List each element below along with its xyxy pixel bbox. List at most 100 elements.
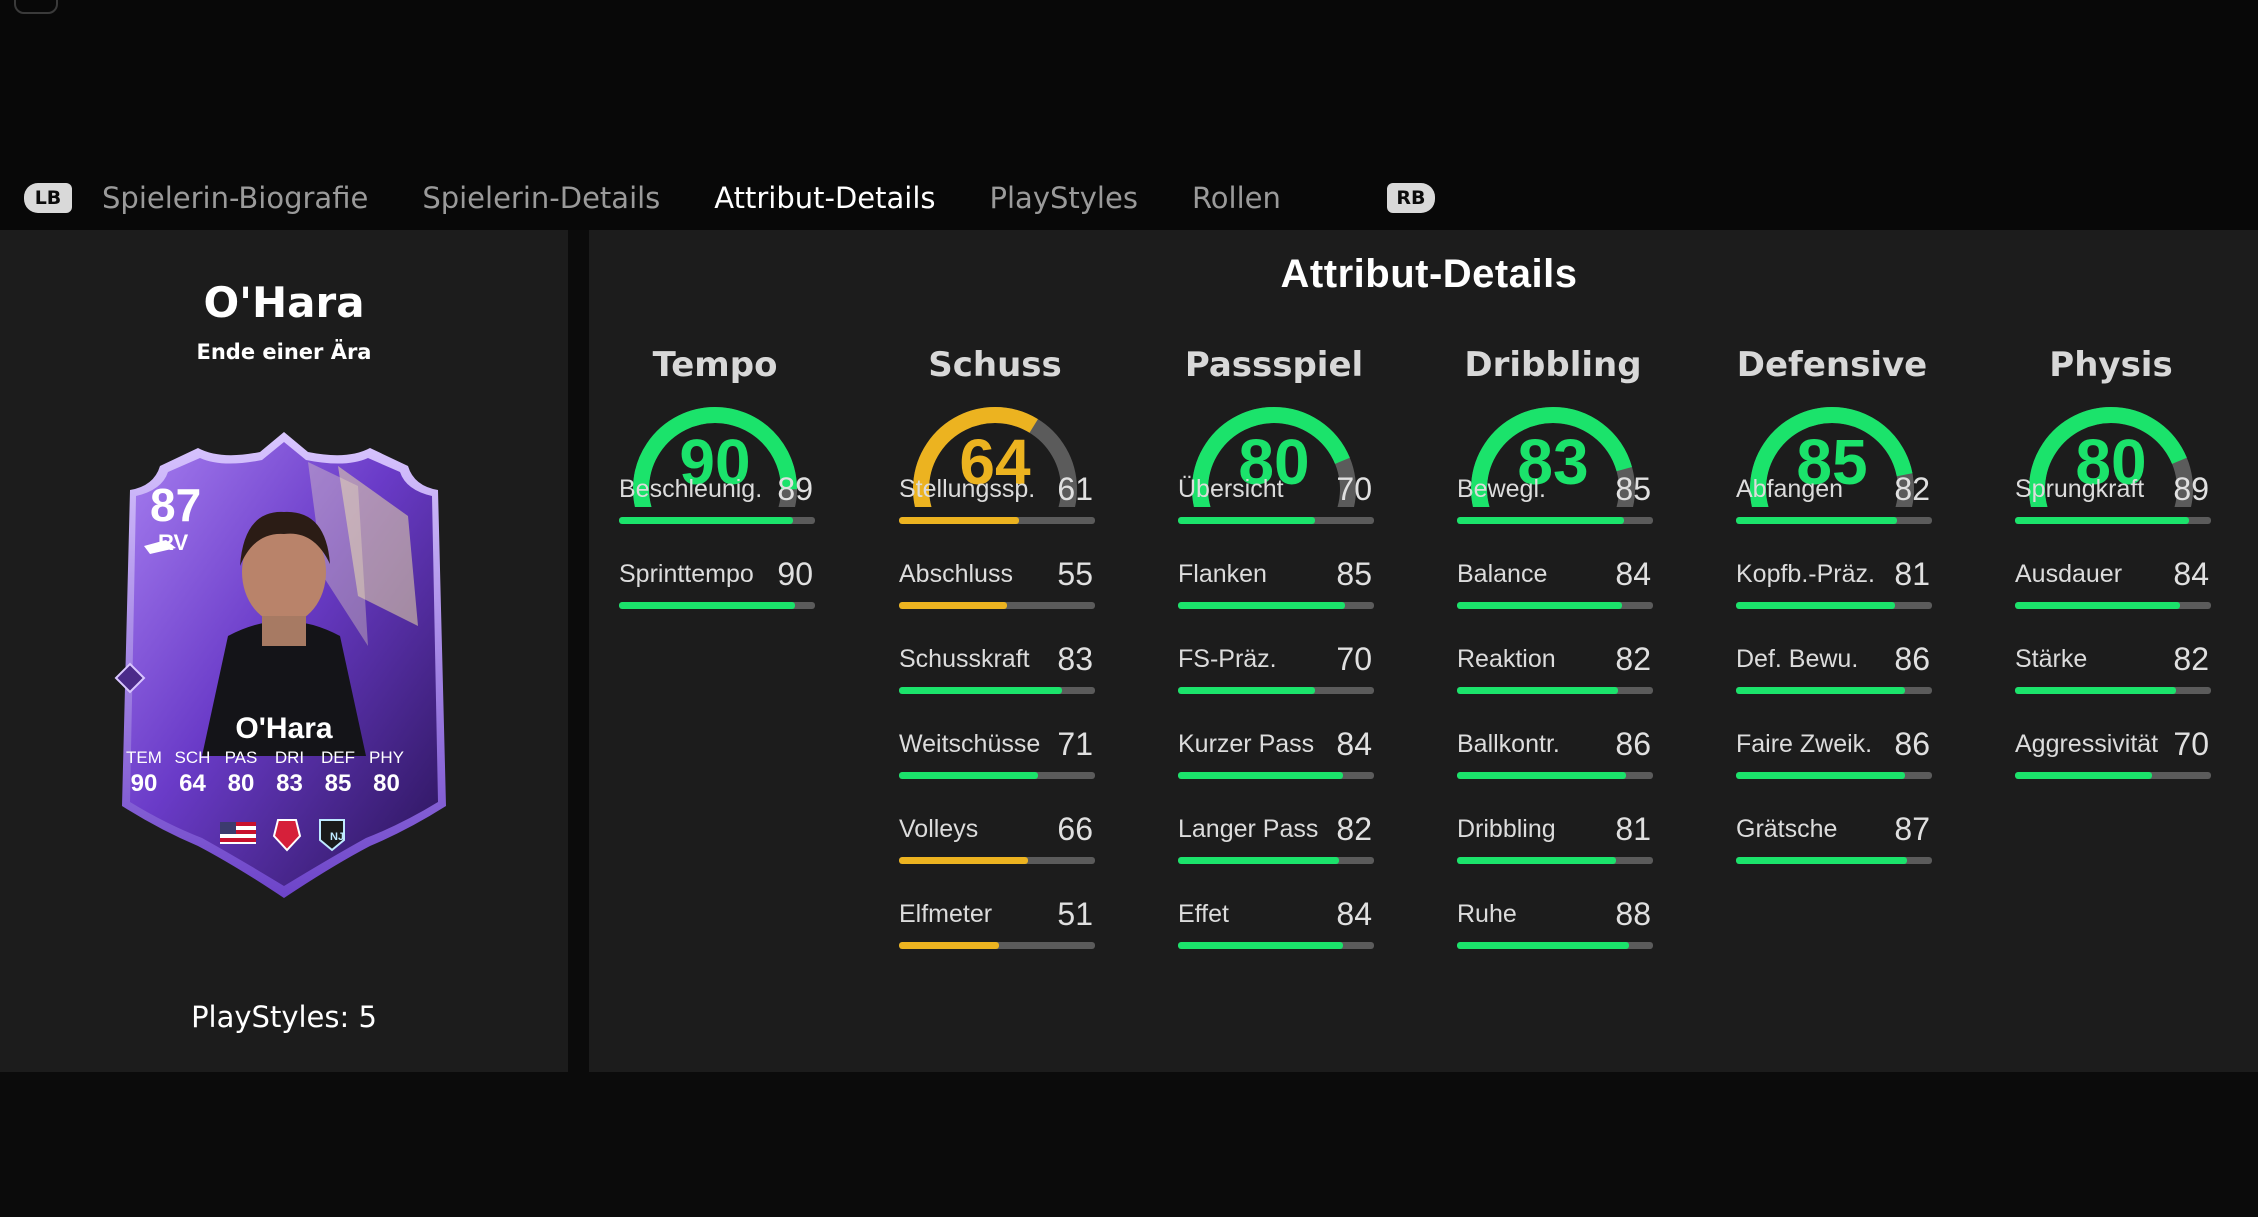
stat-bar-fill: [1736, 857, 1907, 864]
stat-bar-track: [1178, 772, 1374, 779]
stat-bar-fill: [2015, 602, 2180, 609]
stat-name: Elfmeter: [899, 900, 993, 928]
category-name: Physis: [2049, 345, 2173, 385]
stat-value: 82: [1336, 811, 1372, 847]
stat-name: Faire Zweik.: [1736, 730, 1873, 758]
stat-row: Stärke 82: [2015, 641, 2211, 705]
card-stat-value: 83: [276, 770, 303, 797]
stat-bar-fill: [899, 687, 1062, 694]
league-diamond-icon: [114, 662, 146, 694]
stat-row: Dribbling 81: [1457, 811, 1653, 875]
top-bar: LB Spielerin-Biografie Spielerin-Details…: [0, 0, 2258, 230]
stat-value: 82: [2173, 641, 2209, 677]
tab-spielerin-biografie[interactable]: Spielerin-Biografie: [102, 181, 369, 215]
player-panel: O'Hara Ende einer Ära: [0, 230, 568, 1072]
stat-row: Reaktion 82: [1457, 641, 1653, 705]
stat-name: FS-Präz.: [1178, 645, 1277, 673]
stat-name: Ballkontr.: [1457, 730, 1560, 758]
category-value: 80: [2075, 426, 2147, 498]
stat-name: Stellungssp.: [899, 475, 1036, 503]
category-name: Defensive: [1736, 345, 1928, 385]
player-card[interactable]: 87 RV O'Hara NJ TEM SCH PAS DRI DEF PHY 90 64 8…: [108, 426, 460, 906]
category-name: Tempo: [652, 345, 778, 385]
stat-row: Effet 84: [1178, 896, 1374, 960]
club-badge-icon: [319, 819, 345, 852]
stat-bar-track: [2015, 687, 2211, 694]
stat-name: Beschleunig.: [619, 475, 763, 503]
stat-row: Elfmeter 51: [899, 896, 1095, 960]
category-gauge: [1192, 407, 1356, 507]
player-silhouette: [202, 621, 366, 756]
stat-name: Def. Bewu.: [1736, 645, 1859, 673]
card-stat-label: PAS: [224, 748, 258, 767]
stat-row: Sprinttempo 90: [619, 556, 815, 620]
stat-value: 84: [1336, 896, 1372, 932]
stat-value: 70: [1336, 471, 1372, 507]
panel-title: Attribut-Details: [1280, 252, 1578, 296]
stat-name: Ausdauer: [2015, 560, 2123, 588]
stat-name: Sprinttempo: [619, 560, 754, 588]
stat-name: Effet: [1178, 900, 1229, 928]
stat-bar-track: [899, 857, 1095, 864]
stat-name: Abfangen: [1736, 475, 1844, 503]
stat-value: 55: [1057, 556, 1093, 592]
stat-row: Sprungkraft 89: [2015, 471, 2211, 535]
stat-name: Sprungkraft: [2015, 475, 2145, 503]
lb-button-icon[interactable]: LB: [24, 183, 72, 213]
stat-name: Volleys: [899, 815, 979, 843]
stat-bar-fill: [2015, 517, 2190, 524]
category-value: 83: [1517, 426, 1589, 498]
stat-bar-fill: [899, 517, 1019, 524]
stat-bar-track: [1457, 602, 1653, 609]
rb-button-icon[interactable]: RB: [1386, 183, 1435, 213]
stat-value: 86: [1894, 726, 1930, 762]
stat-value: 89: [777, 471, 813, 507]
stat-bar-track: [899, 772, 1095, 779]
gauge-fill: [1750, 407, 1914, 507]
stat-name: Abschluss: [899, 560, 1013, 588]
tab-rollen[interactable]: Rollen: [1191, 181, 1281, 215]
stat-value: 70: [1336, 641, 1372, 677]
gauge-fill: [913, 407, 1077, 507]
card-subtitle: Ende einer Ära: [196, 340, 372, 364]
stat-bar-fill: [2015, 772, 2153, 779]
stat-bar-fill: [1736, 772, 1905, 779]
stat-row: Schusskraft 83: [899, 641, 1095, 705]
stat-name: Stärke: [2015, 645, 2088, 673]
stat-value: 84: [1336, 726, 1372, 762]
category-gauge: [633, 407, 797, 507]
stat-bar-track: [1736, 687, 1932, 694]
tab-spielerin-details[interactable]: Spielerin-Details: [422, 181, 661, 215]
stat-bar-track: [1178, 687, 1374, 694]
stat-value: 85: [1615, 471, 1651, 507]
category-name: Dribbling: [1464, 345, 1642, 385]
stat-bar-track: [1736, 772, 1932, 779]
card-player-name: O'Hara: [235, 712, 333, 745]
stat-bar-fill: [619, 602, 796, 609]
gauge-fill: [633, 407, 797, 507]
stat-bar-track: [899, 517, 1095, 524]
card-stat-value: 80: [373, 770, 400, 797]
card-position: RV: [158, 530, 189, 555]
stat-bar-fill: [899, 942, 999, 949]
stat-bar-fill: [1178, 602, 1345, 609]
stat-value: 61: [1057, 471, 1093, 507]
stat-name: Schusskraft: [899, 645, 1030, 673]
category-value: 85: [1796, 426, 1868, 498]
stat-name: Übersicht: [1178, 475, 1284, 503]
stat-name: Flanken: [1178, 560, 1267, 588]
stat-value: 83: [1057, 641, 1093, 677]
tab-playstyles[interactable]: PlayStyles: [989, 181, 1138, 215]
stat-bar-fill: [1178, 772, 1343, 779]
card-stat-value: 64: [179, 770, 206, 797]
tab-attribut-details[interactable]: Attribut-Details: [714, 181, 936, 215]
corner-icon: [14, 0, 58, 14]
stat-bar-fill: [899, 602, 1007, 609]
card-stat-label: SCH: [174, 748, 211, 767]
stat-name: Kurzer Pass: [1178, 730, 1315, 758]
stat-bar-fill: [1736, 687, 1905, 694]
stat-bar-fill: [1457, 772, 1626, 779]
gauge-fill: [1192, 407, 1356, 507]
stat-value: 88: [1615, 896, 1651, 932]
stat-row: FS-Präz. 70: [1178, 641, 1374, 705]
